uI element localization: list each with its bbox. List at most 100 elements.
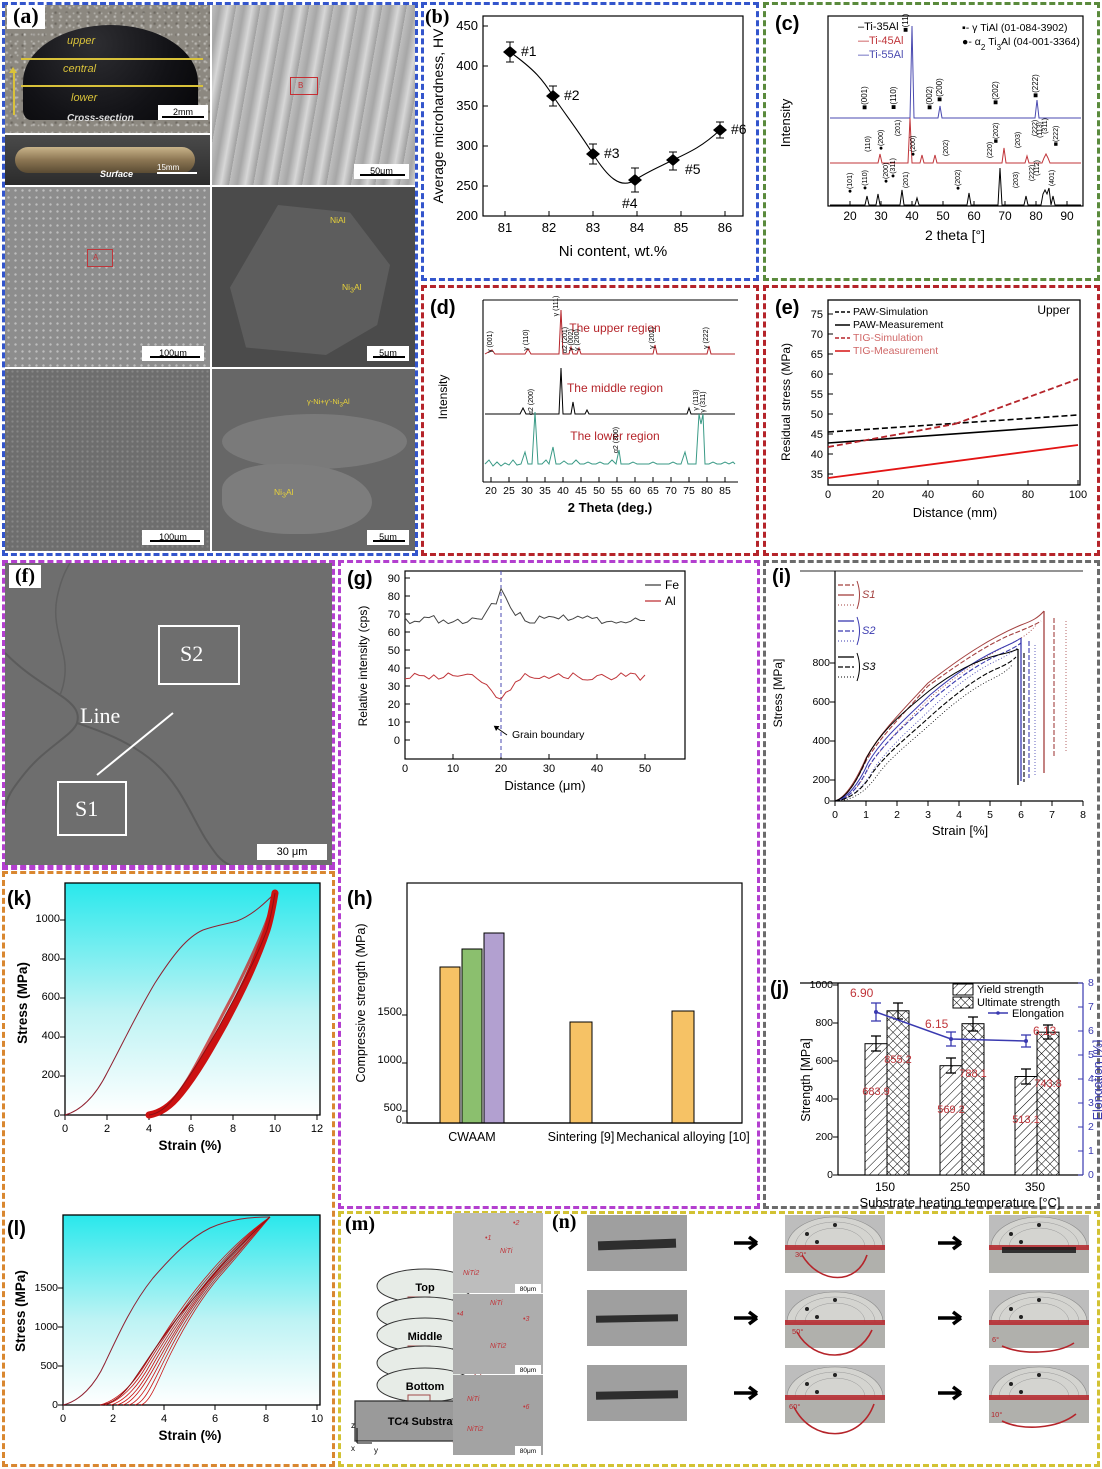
- svg-text:80μm: 80μm: [520, 1448, 536, 1455]
- svg-text:(j): (j): [770, 978, 789, 1000]
- svg-text:6: 6: [1088, 1025, 1094, 1037]
- svg-text:Sintering [9]: Sintering [9]: [548, 1130, 615, 1144]
- svg-text:(203): (203): [1013, 172, 1020, 188]
- svg-text:5: 5: [987, 809, 993, 821]
- svg-text:2: 2: [104, 1123, 110, 1135]
- svg-text:0: 0: [60, 1413, 66, 1425]
- svg-text:Grain boundary: Grain boundary: [512, 729, 585, 741]
- svg-text:513.1: 513.1: [1012, 1114, 1040, 1126]
- svg-text:x: x: [351, 1444, 355, 1453]
- svg-text:Stress (MPa): Stress (MPa): [15, 962, 30, 1044]
- svg-text:Top: Top: [415, 1282, 435, 1294]
- svg-text:65: 65: [647, 485, 659, 497]
- svg-text:1500: 1500: [378, 1006, 402, 1018]
- svg-text:30: 30: [543, 763, 555, 775]
- svg-text:20: 20: [388, 699, 400, 711]
- svg-text:■(202): ■(202): [993, 123, 1000, 144]
- svg-text:600: 600: [42, 991, 60, 1003]
- svg-text:Distance (μm): Distance (μm): [504, 778, 585, 793]
- svg-text:#6: #6: [731, 121, 747, 137]
- svg-text:●(200): ●(200): [883, 163, 890, 184]
- svg-text:■(001): ■(001): [860, 86, 869, 110]
- svg-text:70: 70: [998, 209, 1012, 223]
- svg-text:30°: 30°: [795, 1250, 806, 1259]
- svg-text:Relative intensity (cps): Relative intensity (cps): [356, 606, 370, 727]
- svg-text:▪- γ TiAl (01-084-3902): ▪- γ TiAl (01-084-3902): [962, 22, 1067, 34]
- svg-text:■(222): ■(222): [1031, 74, 1040, 98]
- svg-text:10: 10: [311, 1413, 323, 1425]
- svg-text:Intensity: Intensity: [436, 375, 450, 420]
- svg-text:500: 500: [40, 1360, 58, 1372]
- svg-text:683.9: 683.9: [862, 1086, 890, 1098]
- svg-text:(202): (202): [943, 140, 950, 156]
- svg-text:●(311): ●(311): [890, 158, 897, 178]
- svg-text:(l): (l): [7, 1218, 26, 1240]
- svg-text:–Ti-35Al: –Ti-35Al: [858, 21, 899, 33]
- svg-text:0: 0: [402, 763, 408, 775]
- svg-text:●(200): ●(200): [910, 136, 917, 157]
- svg-text:8: 8: [1080, 809, 1086, 821]
- svg-text:Mechanical alloying [10]: Mechanical alloying [10]: [616, 1130, 749, 1144]
- svg-text:60: 60: [811, 369, 823, 381]
- svg-text:0: 0: [827, 1169, 833, 1181]
- svg-text:•6: •6: [523, 1404, 529, 1411]
- svg-text:35: 35: [539, 485, 551, 497]
- svg-text:60: 60: [972, 489, 984, 501]
- svg-text:Average microhardness, HV: Average microhardness, HV: [430, 28, 446, 203]
- svg-text:45: 45: [575, 485, 587, 497]
- svg-text:4: 4: [146, 1123, 152, 1135]
- svg-text:0: 0: [52, 1399, 58, 1411]
- svg-text:80μm: 80μm: [520, 1286, 536, 1293]
- svg-text:(201): (201): [903, 172, 910, 188]
- svg-text:450: 450: [456, 18, 478, 33]
- svg-text:Strain [%]: Strain [%]: [932, 823, 988, 838]
- svg-text:Yield strength: Yield strength: [977, 984, 1044, 996]
- svg-text:Fe: Fe: [665, 578, 679, 592]
- svg-text:8: 8: [263, 1413, 269, 1425]
- svg-text:60: 60: [629, 485, 641, 497]
- svg-text:250: 250: [456, 178, 478, 193]
- svg-text:40: 40: [922, 489, 934, 501]
- svg-text:80: 80: [1029, 209, 1043, 223]
- svg-text:NiTi: NiTi: [500, 1248, 513, 1255]
- svg-text:60°: 60°: [789, 1402, 800, 1411]
- svg-text:●(101): ●(101): [847, 173, 854, 194]
- svg-text:400: 400: [815, 1093, 833, 1105]
- svg-text:■(202): ■(202): [991, 81, 1000, 105]
- svg-text:90: 90: [1060, 209, 1074, 223]
- svg-text:γ (110): γ (110): [523, 329, 530, 350]
- svg-text:800: 800: [815, 1017, 833, 1029]
- svg-text:y: y: [374, 1446, 378, 1455]
- svg-text:1000: 1000: [378, 1054, 402, 1066]
- svg-text:400: 400: [456, 58, 478, 73]
- svg-text:70: 70: [388, 609, 400, 621]
- svg-text:10°: 10°: [991, 1410, 1002, 1419]
- svg-text:6°: 6°: [992, 1335, 999, 1344]
- svg-text:3: 3: [925, 809, 931, 821]
- svg-text:(i): (i): [772, 566, 791, 588]
- svg-text:20: 20: [872, 489, 884, 501]
- svg-text:8: 8: [230, 1123, 236, 1135]
- svg-text:—Ti-55Al: —Ti-55Al: [858, 49, 903, 61]
- svg-text:200: 200: [812, 774, 830, 786]
- svg-text:80: 80: [1022, 489, 1034, 501]
- svg-text:80: 80: [388, 591, 400, 603]
- svg-text:NiTi2: NiTi2: [467, 1426, 483, 1433]
- svg-text:300: 300: [456, 138, 478, 153]
- svg-text:30: 30: [388, 681, 400, 693]
- svg-text:82: 82: [542, 220, 556, 235]
- svg-text:6.90: 6.90: [850, 986, 874, 1000]
- svg-text:(220): (220): [987, 142, 994, 158]
- svg-text:200: 200: [42, 1069, 60, 1081]
- svg-text:■(110): ■(110): [889, 86, 898, 109]
- svg-text:■(002): ■(002): [925, 86, 934, 110]
- svg-text:200: 200: [815, 1131, 833, 1143]
- svg-text:65: 65: [811, 349, 823, 361]
- svg-text:45: 45: [811, 429, 823, 441]
- svg-text:2 theta [°]: 2 theta [°]: [925, 227, 985, 243]
- svg-text:0: 0: [54, 1108, 60, 1120]
- svg-text:4: 4: [956, 809, 962, 821]
- svg-text:Compressive strength (MPa): Compressive strength (MPa): [354, 923, 368, 1082]
- svg-text:—Ti-45Al: —Ti-45Al: [858, 35, 903, 47]
- svg-text:20: 20: [843, 209, 857, 223]
